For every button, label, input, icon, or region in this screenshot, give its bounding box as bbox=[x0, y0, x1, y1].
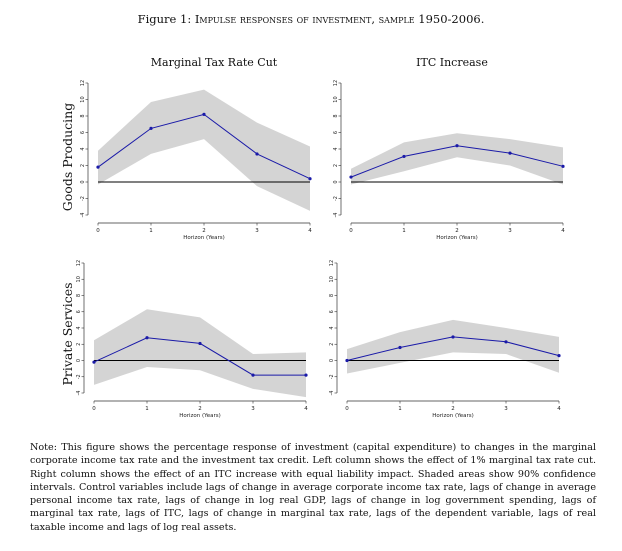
y-tick-label: 0 bbox=[80, 180, 86, 183]
y-tick-label: 6 bbox=[333, 131, 339, 134]
x-axis-label: Horizon (Years) bbox=[432, 413, 474, 419]
y-tick-label: 10 bbox=[80, 96, 86, 102]
y-tick-label: -2 bbox=[76, 374, 82, 379]
y-tick-label: -4 bbox=[333, 213, 339, 218]
figure-title: Figure 1: Impulse responses of investmen… bbox=[0, 12, 622, 26]
y-tick-label: 0 bbox=[333, 180, 339, 183]
x-tick-label: 3 bbox=[508, 228, 512, 234]
column-title-left: Marginal Tax Rate Cut bbox=[151, 56, 278, 69]
x-tick-label: 0 bbox=[96, 228, 100, 234]
row-label-bottom: Private Services bbox=[60, 282, 75, 385]
confidence-band bbox=[347, 319, 559, 374]
y-tick-label: 6 bbox=[76, 310, 82, 313]
x-tick-label: 3 bbox=[255, 228, 259, 234]
data-point bbox=[504, 340, 508, 344]
x-tick-label: 2 bbox=[455, 228, 459, 234]
x-tick-label: 1 bbox=[149, 228, 153, 234]
y-tick-label: 4 bbox=[76, 326, 82, 329]
y-tick-label: 4 bbox=[80, 147, 86, 150]
y-tick-label: 10 bbox=[333, 96, 339, 102]
y-tick-label: -4 bbox=[76, 391, 82, 396]
x-tick-label: 3 bbox=[251, 406, 255, 412]
x-tick-label: 1 bbox=[145, 406, 149, 412]
data-point bbox=[451, 335, 455, 339]
data-point bbox=[402, 154, 406, 159]
x-tick-label: 4 bbox=[308, 228, 312, 234]
y-tick-label: 10 bbox=[329, 276, 335, 282]
x-tick-label: 1 bbox=[398, 406, 402, 412]
x-tick-label: 2 bbox=[198, 406, 202, 412]
y-tick-label: 2 bbox=[76, 343, 82, 346]
y-tick-label: 2 bbox=[333, 164, 339, 167]
x-tick-label: 1 bbox=[402, 228, 406, 234]
data-point bbox=[96, 165, 100, 169]
data-point bbox=[561, 164, 565, 168]
data-point bbox=[251, 373, 255, 377]
x-tick-label: 0 bbox=[92, 406, 96, 412]
x-tick-label: 4 bbox=[304, 406, 308, 412]
data-point bbox=[455, 144, 459, 148]
data-point bbox=[255, 152, 259, 156]
y-tick-label: 6 bbox=[329, 310, 335, 313]
y-tick-label: -2 bbox=[80, 196, 86, 201]
y-tick-label: 12 bbox=[333, 80, 339, 86]
x-axis-label: Horizon (Years) bbox=[183, 235, 225, 241]
y-tick-label: 2 bbox=[329, 343, 335, 346]
data-point bbox=[398, 345, 402, 350]
y-tick-label: -2 bbox=[333, 196, 339, 201]
x-axis-label: Horizon (Years) bbox=[179, 413, 221, 419]
data-point bbox=[557, 354, 561, 358]
x-tick-label: 4 bbox=[557, 406, 561, 412]
data-point bbox=[92, 360, 96, 364]
confidence-band bbox=[94, 309, 306, 398]
y-tick-label: -2 bbox=[329, 374, 335, 379]
y-tick-label: 8 bbox=[329, 294, 335, 297]
confidence-band bbox=[351, 133, 563, 185]
figure-label: Figure 1: bbox=[137, 12, 192, 26]
data-point bbox=[345, 358, 349, 363]
y-tick-label: 8 bbox=[80, 114, 86, 117]
y-tick-label: -4 bbox=[80, 213, 86, 218]
y-tick-label: 2 bbox=[80, 164, 86, 167]
data-point bbox=[304, 373, 308, 377]
x-tick-label: 3 bbox=[504, 406, 508, 412]
y-tick-label: 12 bbox=[80, 80, 86, 86]
figure-note: Note: This figure shows the percentage r… bbox=[30, 442, 596, 533]
figure-title-text: Impulse responses of investment, sample … bbox=[194, 12, 485, 26]
data-point bbox=[508, 151, 512, 155]
row-label-top: Goods Producing bbox=[60, 103, 75, 211]
x-tick-label: 0 bbox=[345, 406, 349, 412]
data-point bbox=[149, 126, 153, 130]
y-tick-label: 4 bbox=[333, 147, 339, 150]
y-tick-label: 6 bbox=[80, 131, 86, 134]
x-tick-label: 0 bbox=[349, 228, 353, 234]
data-point bbox=[198, 341, 202, 346]
y-tick-label: 0 bbox=[76, 359, 82, 362]
data-point bbox=[308, 177, 312, 181]
y-tick-label: 12 bbox=[329, 260, 335, 266]
x-tick-label: 4 bbox=[561, 228, 565, 234]
data-point bbox=[202, 112, 206, 116]
y-tick-label: 8 bbox=[333, 114, 339, 117]
y-tick-label: 4 bbox=[329, 326, 335, 329]
data-point bbox=[349, 175, 353, 179]
y-tick-label: 0 bbox=[329, 359, 335, 362]
confidence-band bbox=[98, 89, 310, 211]
x-tick-label: 2 bbox=[451, 406, 455, 412]
x-tick-label: 2 bbox=[202, 228, 206, 234]
y-tick-label: -4 bbox=[329, 391, 335, 396]
y-tick-label: 10 bbox=[76, 276, 82, 282]
x-axis-label: Horizon (Years) bbox=[436, 235, 478, 241]
data-point bbox=[145, 336, 149, 340]
y-tick-label: 8 bbox=[76, 294, 82, 297]
column-title-right: ITC Increase bbox=[416, 56, 488, 69]
y-tick-label: 12 bbox=[76, 260, 82, 266]
